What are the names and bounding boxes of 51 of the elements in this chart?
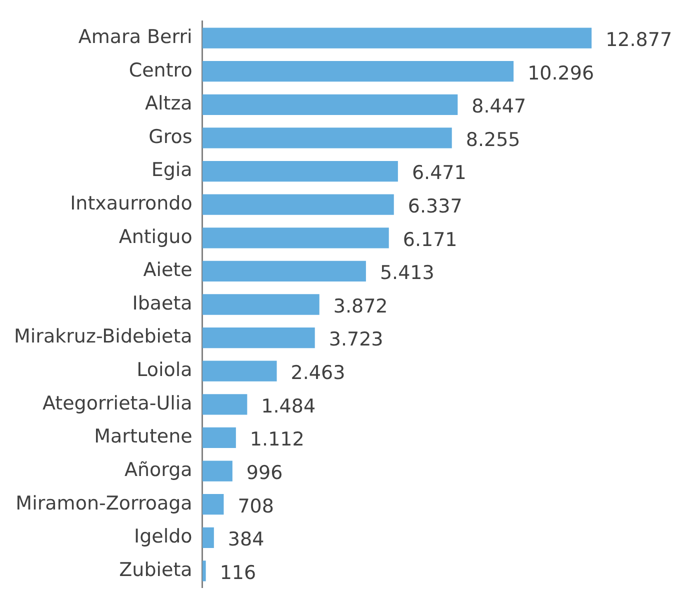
bar	[202, 228, 389, 248]
data-label: 1.484	[261, 395, 316, 418]
data-label: 384	[228, 528, 264, 551]
y-tick-label: Gros	[148, 126, 192, 148]
y-tick-label: Martutene	[94, 426, 192, 448]
data-label: 8.255	[466, 128, 520, 151]
y-tick-label: Antiguo	[118, 226, 192, 248]
bar	[202, 427, 236, 448]
data-label: 8.447	[472, 96, 526, 118]
bar	[202, 494, 224, 515]
y-tick-label: Centro	[128, 59, 192, 82]
bar	[202, 61, 514, 82]
data-label: 6.337	[408, 196, 462, 218]
bar	[202, 560, 206, 582]
bar	[202, 527, 214, 548]
bar	[202, 460, 232, 482]
data-label: 2.463	[290, 362, 346, 384]
y-tick-label: Ategorrieta-Ulia	[42, 392, 192, 414]
data-label: 6.171	[402, 228, 458, 251]
y-tick-label: Añorga	[124, 458, 192, 481]
data-label: 996	[246, 462, 283, 484]
data-label: 5.413	[380, 262, 434, 284]
bar	[202, 327, 315, 348]
bar	[202, 394, 248, 415]
bar	[202, 360, 277, 382]
data-label: 12.877	[606, 28, 672, 51]
y-tick-label: Altza	[144, 92, 192, 115]
y-tick-label: Egia	[151, 159, 192, 182]
y-tick-label: Amara Berri	[78, 26, 192, 48]
data-label: 1.112	[250, 428, 304, 451]
data-label: 116	[220, 562, 256, 584]
y-tick-label: Zubieta	[119, 558, 192, 581]
y-tick-label: Loiola	[136, 359, 192, 382]
y-tick-label: Igeldo	[134, 526, 192, 548]
data-label: 3.723	[328, 328, 384, 351]
y-tick-label: Mirakruz-Bidebieta	[14, 326, 192, 348]
bar	[202, 94, 458, 115]
data-label: 3.872	[333, 295, 388, 318]
y-tick-label: Aiete	[143, 259, 192, 282]
bar	[202, 28, 592, 48]
data-label: 6.471	[412, 162, 466, 184]
data-label: 10.296	[528, 62, 594, 84]
y-tick-label: Ibaeta	[132, 292, 192, 314]
bar	[202, 128, 452, 148]
bar	[202, 294, 320, 315]
bar	[202, 260, 366, 282]
bar	[202, 160, 398, 182]
y-tick-label: Miramon-Zorroaga	[16, 492, 192, 514]
data-label: 708	[238, 495, 274, 518]
bar	[202, 194, 394, 215]
y-tick-label: Intxaurrondo	[70, 192, 192, 215]
